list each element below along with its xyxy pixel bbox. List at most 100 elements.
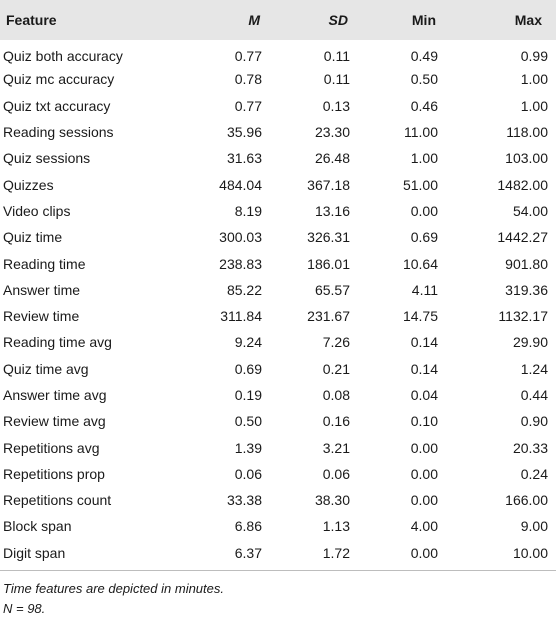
cell-feature: Block span — [3, 518, 72, 535]
cell-mean: 8.19 — [234, 202, 262, 219]
cell-max: 29.90 — [512, 334, 548, 351]
cell-max: 319.36 — [505, 281, 548, 298]
table-body: Quiz both accuracy 0.77 0.11 0.49 0.99 Q… — [0, 40, 556, 566]
cell-max: 10.00 — [512, 544, 548, 561]
table-notes: Time features are depicted in minutes. N… — [0, 571, 556, 619]
header-row: Feature M SD Min Max — [0, 0, 556, 40]
cell-feature: Quiz mc accuracy — [3, 71, 115, 88]
cell-min: 0.14 — [410, 334, 438, 351]
table-row: Quiz mc accuracy 0.78 0.11 0.50 1.00 — [0, 66, 556, 92]
cell-feature: Answer time avg — [3, 387, 107, 403]
cell-mean: 31.63 — [226, 150, 262, 167]
cell-min: 0.00 — [410, 439, 438, 456]
cell-feature: Quiz sessions — [3, 150, 91, 167]
table-row: Video clips 8.19 13.16 0.00 54.00 — [0, 198, 556, 224]
cell-sd: 65.57 — [314, 281, 350, 298]
table-bottom-rule — [0, 569, 556, 571]
table-row: Quiz sessions 31.63 26.48 1.00 103.00 — [0, 145, 556, 171]
cell-min: 11.00 — [404, 124, 438, 141]
table-row: Quiz txt accuracy 0.77 0.13 0.46 1.00 — [0, 93, 556, 119]
note-time-units: Time features are depicted in minutes. — [3, 580, 224, 596]
table-row: Reading time avg 9.24 7.26 0.14 29.90 — [0, 329, 556, 355]
cell-mean: 0.77 — [234, 48, 262, 65]
cell-min: 0.04 — [410, 387, 438, 403]
cell-min: 4.11 — [411, 281, 438, 298]
cell-min: 51.00 — [402, 176, 438, 193]
table-row: Repetitions avg 1.39 3.21 0.00 20.33 — [0, 434, 556, 460]
cell-mean: 0.78 — [234, 71, 262, 88]
table-row: Digit span 6.37 1.72 0.00 10.00 — [0, 540, 556, 566]
table-row: Review time 311.84 231.67 14.75 1132.17 — [0, 303, 556, 329]
cell-feature: Quiz time avg — [3, 360, 89, 377]
cell-feature: Quizzes — [3, 176, 54, 193]
cell-min: 0.00 — [410, 465, 438, 482]
table-row: Quizzes 484.04 367.18 51.00 1482.00 — [0, 171, 556, 197]
cell-feature: Video clips — [3, 202, 71, 219]
cell-sd: 326.31 — [307, 229, 350, 246]
cell-max: 901.80 — [505, 255, 548, 272]
header-feature: Feature — [6, 12, 57, 28]
cell-mean: 0.77 — [234, 97, 262, 114]
table-row: Answer time avg 0.19 0.08 0.04 0.44 — [0, 382, 556, 408]
table-row: Quiz both accuracy 0.77 0.11 0.49 0.99 — [0, 40, 556, 66]
table-header: Feature M SD Min Max — [0, 0, 556, 40]
cell-min: 0.00 — [410, 544, 438, 561]
table-row: Reading time 238.83 186.01 10.64 901.80 — [0, 250, 556, 276]
cell-min: 0.00 — [410, 492, 438, 509]
header-max: Max — [514, 12, 542, 28]
cell-mean: 238.83 — [219, 255, 262, 272]
cell-mean: 0.19 — [234, 387, 262, 403]
cell-max: 0.99 — [520, 48, 548, 65]
cell-mean: 6.37 — [234, 544, 262, 561]
cell-max: 1.00 — [520, 97, 548, 114]
cell-sd: 0.13 — [322, 97, 350, 114]
cell-max: 118.00 — [506, 124, 548, 141]
cell-sd: 1.13 — [322, 518, 350, 535]
cell-min: 1.00 — [410, 150, 438, 167]
cell-max: 166.00 — [505, 492, 548, 509]
cell-min: 0.69 — [410, 229, 438, 246]
cell-sd: 0.16 — [322, 413, 350, 430]
table-row: Review time avg 0.50 0.16 0.10 0.90 — [0, 408, 556, 434]
cell-sd: 3.21 — [322, 439, 350, 456]
cell-mean: 85.22 — [226, 281, 262, 298]
cell-sd: 13.16 — [314, 202, 350, 219]
header-sd: SD — [328, 12, 348, 28]
header-min: Min — [411, 12, 436, 28]
cell-min: 10.64 — [402, 255, 438, 272]
cell-sd: 0.11 — [323, 48, 350, 65]
cell-min: 0.00 — [410, 202, 438, 219]
cell-max: 9.00 — [520, 518, 548, 535]
cell-max: 1132.17 — [498, 308, 548, 325]
cell-feature: Reading time avg — [3, 334, 112, 351]
cell-sd: 26.48 — [314, 150, 350, 167]
cell-feature: Quiz time — [3, 229, 63, 246]
cell-mean: 1.39 — [234, 439, 262, 456]
cell-mean: 33.38 — [226, 492, 262, 509]
cell-mean: 9.24 — [234, 334, 262, 351]
cell-mean: 0.69 — [234, 360, 262, 377]
table-row: Block span 6.86 1.13 4.00 9.00 — [0, 513, 556, 539]
cell-min: 14.75 — [402, 308, 438, 325]
cell-max: 1482.00 — [497, 176, 548, 193]
cell-max: 54.00 — [512, 202, 548, 219]
table-row: Quiz time 300.03 326.31 0.69 1442.27 — [0, 224, 556, 250]
descriptive-statistics-table: Feature M SD Min Max Quiz both accuracy … — [0, 0, 556, 566]
cell-feature: Repetitions avg — [3, 439, 100, 456]
cell-mean: 300.03 — [219, 229, 262, 246]
cell-feature: Reading time — [3, 255, 86, 272]
cell-sd: 367.18 — [307, 176, 350, 193]
cell-max: 1442.27 — [497, 229, 548, 246]
cell-feature: Review time avg — [3, 413, 106, 430]
cell-sd: 186.01 — [307, 255, 350, 272]
cell-sd: 1.72 — [322, 544, 350, 561]
cell-min: 0.50 — [410, 71, 438, 88]
cell-mean: 0.06 — [234, 465, 262, 482]
cell-max: 0.90 — [520, 413, 548, 430]
cell-mean: 35.96 — [226, 124, 262, 141]
note-sample-size: N = 98. — [3, 600, 46, 616]
cell-feature: Repetitions count — [3, 492, 112, 509]
cell-feature: Digit span — [3, 544, 66, 561]
header-mean: M — [248, 12, 260, 28]
cell-max: 1.24 — [520, 360, 548, 377]
